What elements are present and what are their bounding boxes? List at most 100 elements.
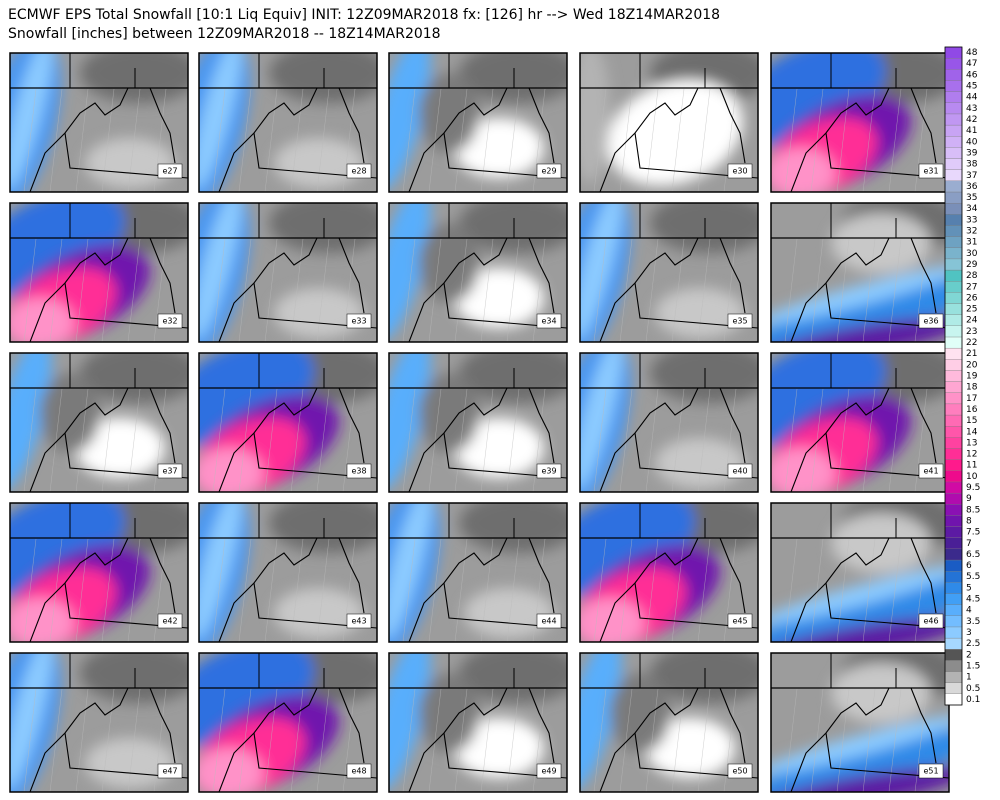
colorbar-swatch [944, 147, 963, 159]
map-panel: e37 [9, 352, 189, 493]
colorbar-swatch [944, 615, 963, 628]
colorbar-label: 17 [966, 394, 977, 404]
colorbar-swatch [944, 58, 963, 70]
panel-label-box [918, 163, 944, 179]
colorbar-label: 12 [966, 450, 977, 460]
map-panel: e27 [9, 52, 189, 193]
colorbar-swatch [944, 660, 963, 672]
colorbar-label: 0.1 [966, 695, 980, 705]
colorbar-swatch [944, 626, 963, 639]
map-panel: e41 [770, 352, 950, 493]
colorbar-label: 41 [966, 126, 977, 136]
panel-label: e48 [351, 767, 366, 776]
map-panel: e31 [770, 52, 950, 193]
panel-label-box [918, 313, 944, 329]
panel-label-box [346, 763, 372, 779]
colorbar-label: 25 [966, 305, 977, 315]
map-panel: e29 [388, 52, 568, 193]
map-panel: e43 [198, 502, 378, 643]
colorbar-swatch [944, 124, 963, 137]
panel-label-box [157, 463, 183, 479]
panel-label-box [727, 313, 753, 329]
colorbar-swatch [944, 314, 963, 326]
colorbar-swatch [944, 571, 963, 583]
colorbar-swatch [944, 537, 963, 550]
colorbar-label: 34 [966, 204, 978, 214]
panel-label-box [536, 613, 562, 629]
colorbar-swatch [944, 91, 963, 103]
colorbar-label: 46 [966, 70, 978, 80]
panel-label: e50 [732, 767, 747, 776]
colorbar-swatch [944, 281, 963, 293]
colorbar-label: 37 [966, 171, 977, 181]
colorbar-swatch [944, 214, 963, 226]
colorbar-label: 32 [966, 227, 977, 237]
colorbar-label: 9.5 [966, 483, 980, 493]
map-panel: e42 [9, 502, 189, 643]
colorbar-label: 23 [966, 327, 977, 337]
colorbar-label: 43 [966, 104, 977, 114]
map-panel: e30 [579, 52, 759, 193]
colorbar-label: 26 [966, 293, 978, 303]
panel-label: e46 [923, 617, 938, 626]
colorbar-label: 9 [966, 494, 972, 504]
colorbar-swatch [944, 548, 963, 561]
colorbar-swatch [944, 481, 963, 494]
panel-label-box [536, 463, 562, 479]
colorbar-swatch [944, 46, 963, 59]
map-panel: e47 [9, 652, 189, 793]
colorbar-swatch [944, 158, 963, 170]
map-panel: e48 [198, 652, 378, 793]
colorbar-swatch [944, 582, 963, 594]
colorbar-label: 8 [966, 516, 972, 526]
colorbar-swatch [944, 426, 963, 438]
panel-label-box [918, 463, 944, 479]
panel-label-box [727, 613, 753, 629]
colorbar-label: 16 [966, 405, 978, 415]
map-panel: e34 [388, 202, 568, 343]
colorbar-label: 48 [966, 48, 978, 58]
colorbar-label: 19 [966, 372, 978, 382]
colorbar-label: 13 [966, 438, 977, 448]
colorbar-swatch [944, 604, 963, 616]
colorbar-swatch [944, 303, 963, 315]
colorbar-label: 42 [966, 115, 977, 125]
colorbar-swatch [944, 169, 963, 181]
colorbar-label: 1.5 [966, 661, 980, 671]
panel-label: e38 [351, 467, 366, 476]
map-panel: e33 [198, 202, 378, 343]
map-panel: e36 [770, 202, 950, 343]
colorbar-label: 31 [966, 238, 977, 248]
panel-label-box [157, 313, 183, 329]
colorbar-swatch [944, 559, 963, 572]
colorbar-label: 21 [966, 349, 977, 359]
colorbar-label: 22 [966, 338, 977, 348]
colorbar-swatch [944, 113, 963, 126]
panel-label: e43 [351, 617, 366, 626]
colorbar-swatch [944, 470, 963, 483]
colorbar-swatch [944, 437, 963, 449]
colorbar-label: 44 [966, 93, 978, 103]
colorbar-label: 18 [966, 383, 978, 393]
colorbar-swatch [944, 202, 963, 215]
panel-label-box [536, 163, 562, 179]
colorbar-label: 33 [966, 215, 977, 225]
colorbar-swatch [944, 649, 963, 661]
colorbar-swatch [944, 448, 963, 460]
colorbar-swatch [944, 136, 963, 148]
panel-label: e47 [162, 767, 177, 776]
colorbar-swatch [944, 637, 963, 650]
panel-label: e28 [351, 167, 366, 176]
colorbar-label: 27 [966, 282, 977, 292]
panel-label-box [918, 613, 944, 629]
colorbar-label: 15 [966, 416, 977, 426]
map-panel: e49 [388, 652, 568, 793]
colorbar-swatch [944, 225, 963, 237]
panel-label: e32 [162, 317, 177, 326]
panel-label-box [157, 613, 183, 629]
colorbar-swatch [944, 682, 963, 694]
colorbar-label: 20 [966, 360, 978, 370]
colorbar-swatch [944, 392, 963, 405]
colorbar-swatch [944, 292, 963, 304]
colorbar-swatch [944, 526, 963, 538]
